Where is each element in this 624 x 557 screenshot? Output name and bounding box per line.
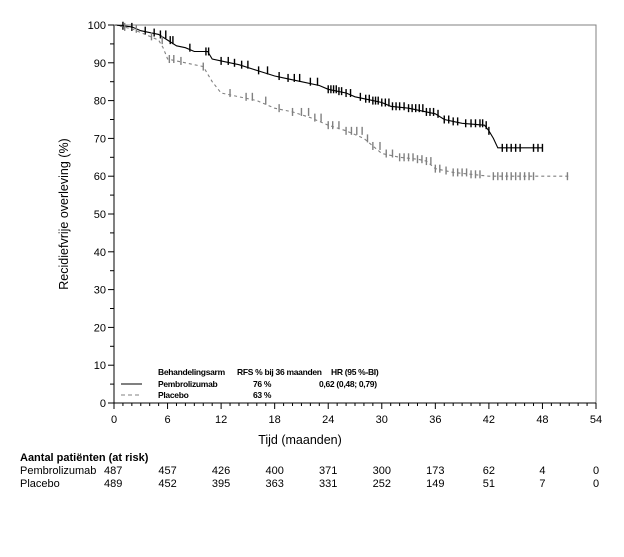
x-tick-label: 24: [322, 414, 334, 426]
curves: [113, 21, 570, 181]
y-tick-label: 60: [94, 171, 106, 183]
x-tick-label: 0: [111, 414, 117, 426]
at-risk-value: 62: [482, 465, 495, 477]
legend-hr-pembrolizumab: 0,62 (0,48; 0,79): [319, 379, 377, 389]
y-tick-label: 100: [88, 20, 106, 32]
at-risk-value: 395: [211, 478, 231, 490]
x-axis-title: Tijd (maanden): [258, 433, 342, 447]
at-risk-value: 149: [426, 478, 445, 490]
y-tick-label: 40: [94, 247, 106, 259]
at-risk-value: 363: [265, 478, 284, 490]
at-risk-row-pembrolizumab: Pembrolizumab 487 457 426 400 371 300 173 62 4 0: [0, 465, 624, 477]
at-risk-value: 4: [539, 465, 546, 477]
at-risk-value: 371: [319, 465, 338, 477]
axes: 0 10 20 30 40 50 60 70 80 90 100 0 6 12 18 24 30 36 42 48 54: [88, 20, 602, 426]
x-tick-label: 36: [429, 414, 441, 426]
x-tick-label: 54: [590, 414, 602, 426]
y-tick-label: 80: [94, 96, 106, 108]
at-risk-value: 7: [539, 478, 546, 490]
at-risk-value: 300: [372, 465, 391, 477]
at-risk-label: Placebo: [20, 478, 60, 490]
at-risk-value: 426: [211, 465, 231, 477]
y-tick-label: 20: [94, 322, 106, 334]
at-risk-value: 51: [482, 478, 495, 490]
at-risk-label: Pembrolizumab: [20, 465, 97, 477]
x-tick-label: 42: [483, 414, 495, 426]
legend-label-pembrolizumab: Pembrolizumab: [158, 379, 217, 389]
plot-frame: [113, 24, 597, 404]
x-tick-label: 6: [164, 414, 170, 426]
at-risk-value: 487: [104, 465, 123, 477]
y-tick-label: 10: [94, 360, 106, 372]
at-risk-row-placebo: Placebo 489 452 395 363 331 252 149 51 7 0: [0, 478, 624, 490]
at-risk-value: 400: [265, 465, 284, 477]
y-tick-label: 70: [94, 133, 106, 145]
y-tick-label: 50: [94, 209, 106, 221]
legend-header-hr: HR (95 %-BI): [331, 367, 379, 377]
at-risk-value: 173: [426, 465, 445, 477]
legend-rfs-pembrolizumab: 76 %: [253, 379, 272, 389]
at-risk-value: 0: [592, 478, 600, 490]
legend: Behandelingsarm RFS % bij 36 maanden HR …: [121, 367, 379, 400]
at-risk-value: 489: [104, 478, 123, 490]
y-tick-label: 30: [94, 285, 106, 297]
at-risk-value: 252: [372, 478, 391, 490]
at-risk-title: Aantal patiënten (at risk): [20, 452, 149, 464]
curve-placebo: [113, 24, 570, 177]
x-tick-label: 18: [269, 414, 281, 426]
at-risk-value: 452: [158, 478, 177, 490]
at-risk-value: 331: [319, 478, 338, 490]
y-axis-title: Recidiefvrije overleving (%): [57, 138, 71, 289]
y-tick-label: 0: [100, 398, 106, 410]
legend-header-rfs: RFS % bij 36 maanden: [237, 367, 322, 377]
x-tick-label: 12: [215, 414, 227, 426]
legend-label-placebo: Placebo: [158, 390, 189, 400]
y-tick-label: 90: [94, 58, 106, 70]
legend-header-arm: Behandelingsarm: [158, 367, 226, 377]
legend-rfs-placebo: 63 %: [253, 390, 272, 400]
at-risk-value: 457: [158, 465, 177, 477]
x-tick-label: 48: [536, 414, 548, 426]
at-risk-value: 0: [592, 465, 600, 477]
x-tick-label: 30: [376, 414, 388, 426]
